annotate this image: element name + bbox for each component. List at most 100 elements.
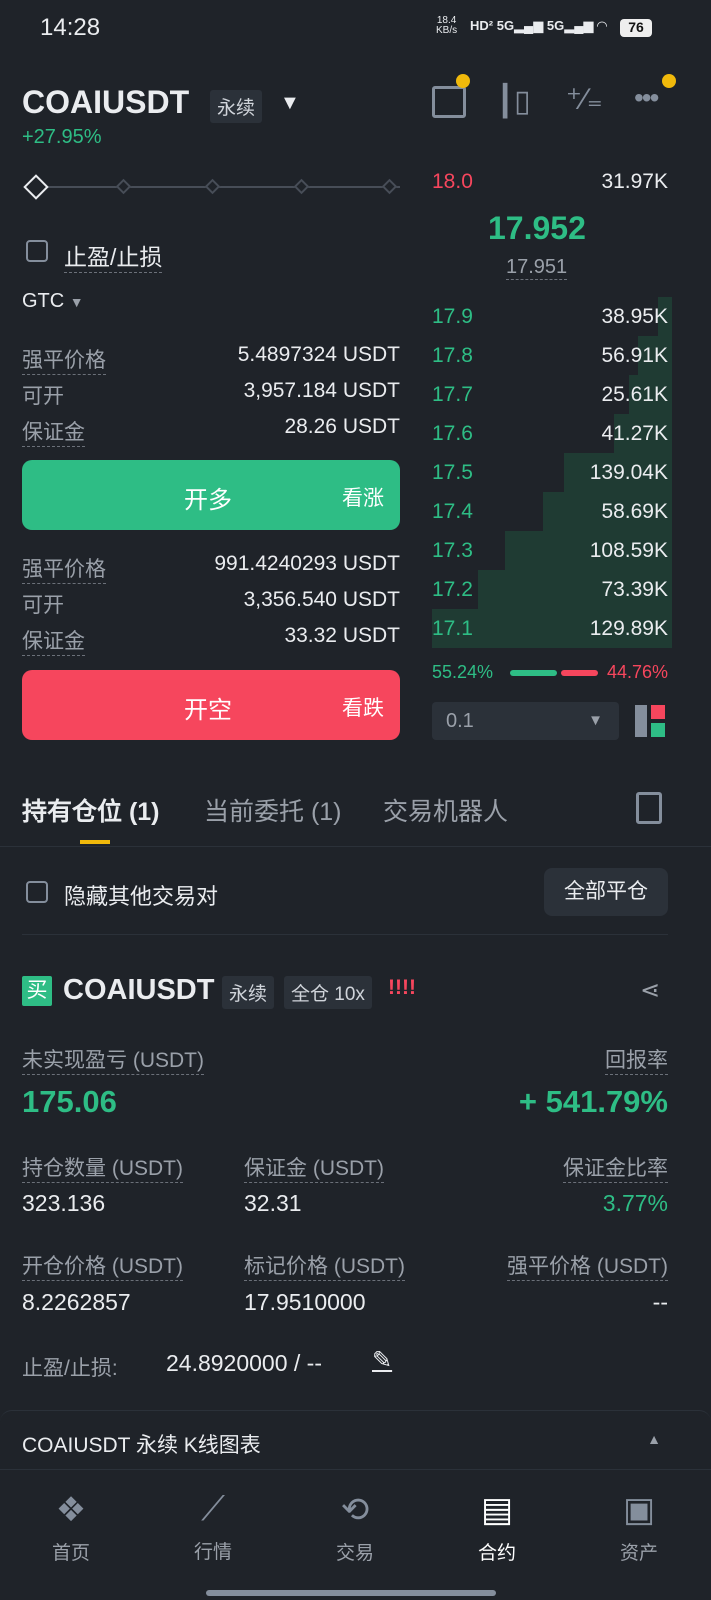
bid-row[interactable]: 17.1 129.89K — [432, 609, 672, 648]
home-indicator — [206, 1590, 496, 1596]
bid-price: 17.1 — [432, 617, 473, 640]
depth-bar — [478, 570, 672, 609]
bid-row[interactable]: 17.5 139.04K — [432, 453, 672, 492]
open-short-button[interactable]: 开空 看跌 — [22, 670, 400, 740]
liq-label: 强平价格 (USDT) — [507, 1250, 668, 1281]
bid-row[interactable]: 17.7 25.61K — [432, 375, 672, 414]
slider-handle[interactable] — [23, 174, 49, 200]
bid-qty: 108.59K — [589, 539, 668, 562]
available-value: 3,957.184 USDT — [243, 379, 400, 402]
share-icon[interactable]: ⋖ — [640, 977, 661, 1004]
bid-row[interactable]: 17.8 56.91K — [432, 336, 672, 375]
margin-label: 保证金 — [22, 416, 85, 447]
close-all-button[interactable]: 全部平仓 — [544, 868, 668, 916]
kline-chart-bar[interactable]: COAIUSDT 永续 K线图表 ▲ — [0, 1410, 711, 1470]
size-value: 323.136 — [22, 1190, 106, 1216]
margin-label: 保证金 (USDT) — [244, 1152, 384, 1183]
depth-bar — [543, 492, 672, 531]
edit-icon[interactable]: ✎ — [372, 1347, 393, 1374]
roe-value: + 541.79% — [518, 1084, 668, 1119]
depth-bar — [638, 336, 672, 375]
status-time: 14:28 — [40, 14, 101, 41]
pnl-label: 未实现盈亏 (USDT) — [22, 1044, 204, 1075]
notification-dot — [456, 74, 470, 88]
liq-price-value: 5.4897324 USDT — [237, 343, 400, 366]
calculator-icon[interactable]: ⁺∕₌ — [566, 83, 603, 116]
nav-markets[interactable]: ⟋ 行情 — [142, 1490, 284, 1564]
roe-label: 回报率 — [605, 1044, 668, 1075]
bid-price: 17.5 — [432, 461, 473, 484]
risk-warning: !!!! — [388, 976, 416, 999]
precision-select[interactable]: 0.1 ▼ — [432, 702, 619, 740]
available-value: 3,356.540 USDT — [243, 588, 400, 611]
margin-value: 32.31 — [244, 1190, 302, 1216]
symbol-dropdown-icon[interactable]: ▼ — [280, 92, 300, 114]
bid-row[interactable]: 17.6 41.27K — [432, 414, 672, 453]
open-long-button[interactable]: 开多 看涨 — [22, 460, 400, 530]
liq-value: -- — [652, 1289, 668, 1315]
bid-price: 17.6 — [432, 422, 473, 445]
bid-price: 17.9 — [432, 305, 473, 328]
pnl-value: 175.06 — [22, 1084, 117, 1119]
hide-others-label: 隐藏其他交易对 — [64, 884, 219, 909]
depth-bar — [658, 297, 672, 336]
ask-price[interactable]: 18.0 — [432, 170, 473, 193]
entry-label: 开仓价格 (USDT) — [22, 1250, 183, 1281]
tpsl-label: 止盈/止损 — [64, 238, 163, 273]
bid-price: 17.8 — [432, 344, 473, 367]
available-label: 可开 — [22, 594, 64, 617]
liq-price-label: 强平价格 — [22, 553, 106, 584]
net-speed: 18.4 KB/s — [436, 15, 458, 36]
trade-icon: ⟲ — [340, 1491, 370, 1529]
nav-assets[interactable]: ▣ 资产 — [568, 1490, 710, 1565]
tab-trading-bots[interactable]: 交易机器人 — [383, 798, 509, 826]
bid-row[interactable]: 17.2 73.39K — [432, 570, 672, 609]
divider — [22, 934, 668, 935]
expand-icon[interactable]: ▲ — [647, 1431, 661, 1447]
bid-price: 17.2 — [432, 578, 473, 601]
buy-side-badge: 买 — [22, 976, 52, 1006]
depth-bar — [629, 375, 672, 414]
margin-label: 保证金 — [22, 625, 85, 656]
history-icon[interactable] — [636, 792, 662, 824]
battery-icon: 76 — [620, 19, 652, 37]
bid-qty: 38.95K — [601, 305, 668, 328]
available-label: 可开 — [22, 385, 64, 408]
symbol-title[interactable]: COAIUSDT — [22, 84, 190, 120]
bid-qty: 56.91K — [601, 344, 668, 367]
wallet-icon: ▣ — [622, 1491, 656, 1529]
nav-futures[interactable]: ▤ 合约 — [426, 1490, 568, 1565]
depth-bar — [564, 453, 672, 492]
nav-home[interactable]: ❖ 首页 — [0, 1490, 142, 1565]
notification-dot — [662, 74, 676, 88]
mark-price: 17.951 — [506, 256, 568, 280]
tpsl-checkbox[interactable] — [26, 240, 48, 262]
tab-positions[interactable]: 持有仓位 (1) — [22, 798, 160, 826]
tab-open-orders[interactable]: 当前委托 (1) — [204, 798, 342, 826]
margin-mode-tag[interactable]: 全仓 10x — [284, 976, 372, 1009]
bid-row[interactable]: 17.3 108.59K — [432, 531, 672, 570]
bid-row[interactable]: 17.9 38.95K — [432, 297, 672, 336]
slider-step — [293, 178, 310, 195]
candlestick-icon[interactable]: ┃▯ — [496, 85, 531, 118]
ask-qty: 31.97K — [601, 170, 668, 193]
divider — [0, 846, 711, 847]
last-price: 17.952 — [488, 210, 586, 246]
price-change: +27.95% — [22, 126, 102, 148]
home-icon: ❖ — [55, 1491, 87, 1529]
margin-ratio-label: 保证金比率 — [563, 1152, 668, 1183]
buy-ratio-bar — [510, 670, 557, 676]
futures-icon: ▤ — [480, 1491, 514, 1529]
margin-value: 33.32 USDT — [284, 624, 400, 647]
tif-select[interactable]: GTC ▼ — [22, 290, 84, 312]
gift-icon[interactable] — [432, 86, 466, 118]
book-layout-icon[interactable] — [635, 705, 665, 737]
depth-bar — [505, 531, 672, 570]
hide-others-checkbox[interactable] — [26, 881, 48, 903]
position-symbol[interactable]: COAIUSDT — [63, 974, 215, 1006]
bid-qty: 129.89K — [589, 617, 668, 640]
nav-trade[interactable]: ⟲ 交易 — [284, 1490, 426, 1565]
more-icon[interactable]: ••• — [634, 82, 659, 113]
bid-price: 17.4 — [432, 500, 473, 523]
bid-row[interactable]: 17.4 58.69K — [432, 492, 672, 531]
